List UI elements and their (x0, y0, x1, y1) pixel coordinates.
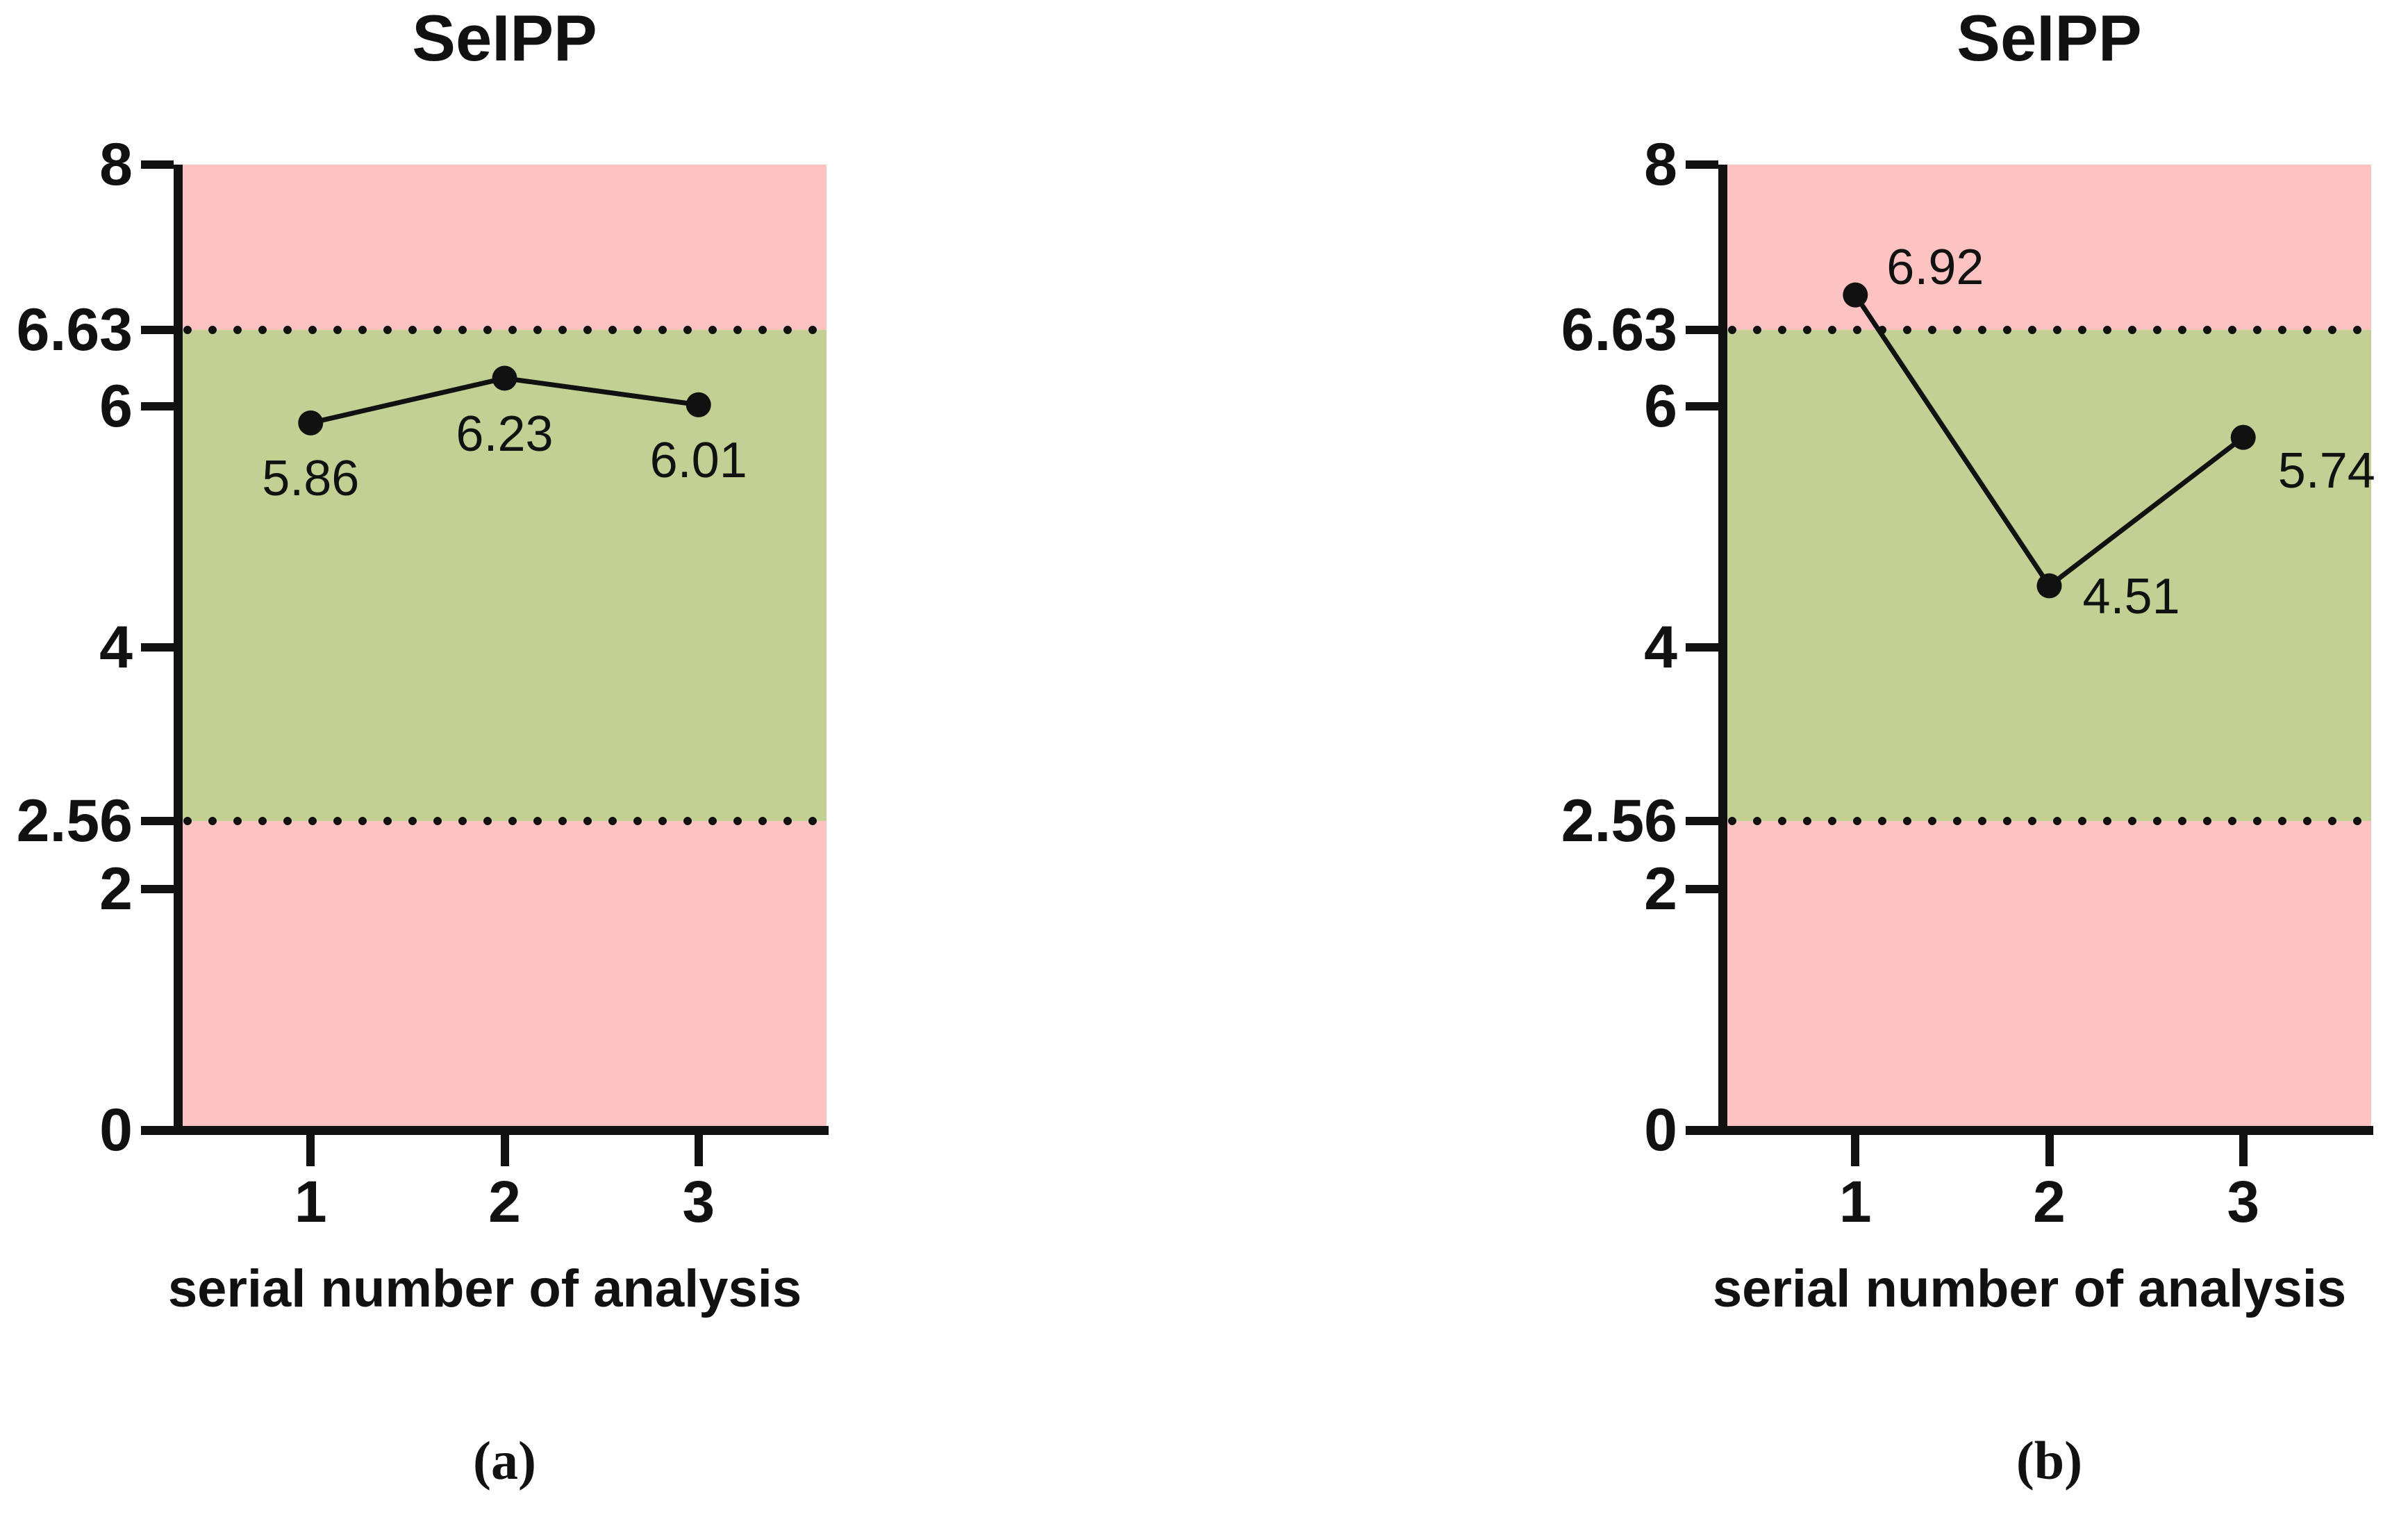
y-tick-label: 2.56 (16, 788, 133, 855)
x-tick-label: 3 (682, 1169, 715, 1234)
x-tick (694, 1135, 703, 1166)
y-tick (141, 160, 174, 169)
data-point-label: 5.86 (262, 450, 360, 506)
lower-control-limit-dotted-line (1727, 816, 2371, 827)
data-point-marker (298, 410, 324, 436)
data-polyline (1853, 293, 2245, 590)
panel-a: SeIPP 5.86 6.23 6.01 serial number of anal… (0, 0, 863, 1517)
lower-out-of-range-band (183, 821, 827, 1130)
y-tick-label: 2 (1644, 855, 1677, 922)
y-tick (1686, 1126, 1718, 1134)
lower-out-of-range-band (1727, 821, 2371, 1130)
data-point-marker (1843, 282, 1868, 308)
data-point-label: 4.51 (2082, 569, 2180, 625)
x-tick-label: 1 (294, 1169, 327, 1234)
x-tick (2045, 1135, 2054, 1166)
y-tick-label: 0 (99, 1097, 133, 1163)
y-tick-label: 6.63 (1561, 297, 1677, 364)
x-axis-title: serial number of analysis (1712, 1259, 2347, 1318)
y-tick (141, 884, 174, 893)
x-axis-line (141, 1126, 829, 1135)
y-axis-line (174, 165, 183, 1135)
y-tick (1686, 884, 1718, 893)
panel-b: SeIPP 6.92 4.51 5.74 serial number of anal… (1545, 0, 2408, 1517)
data-point-marker (2230, 424, 2256, 450)
x-tick-label: 3 (2227, 1169, 2260, 1234)
x-tick (306, 1135, 315, 1166)
y-tick (1686, 817, 1718, 826)
y-tick-label: 8 (99, 131, 133, 198)
y-tick-label: 0 (1644, 1097, 1677, 1163)
upper-out-of-range-band (183, 165, 827, 331)
y-tick (1686, 160, 1718, 169)
upper-control-limit-dotted-line (183, 325, 827, 335)
y-tick (141, 326, 174, 335)
x-axis-line (1686, 1126, 2373, 1135)
data-series (1843, 282, 2256, 599)
data-point-marker (492, 365, 517, 391)
y-tick-label: 4 (1644, 614, 1677, 681)
x-tick (500, 1135, 509, 1166)
y-axis-line (1718, 165, 1727, 1135)
x-tick-label: 2 (488, 1169, 521, 1234)
data-point-label: 6.23 (456, 406, 554, 462)
data-point-label: 6.01 (649, 432, 747, 488)
upper-control-limit-dotted-line (1727, 325, 2371, 335)
y-tick (141, 1126, 174, 1134)
plot-area: 5.86 6.23 6.01 (183, 165, 827, 1130)
data-point-label: 5.74 (2277, 442, 2375, 499)
y-tick (1686, 326, 1718, 335)
y-tick (141, 643, 174, 652)
x-tick-label: 2 (2033, 1169, 2066, 1234)
panel-caption: (b) (2016, 1430, 2083, 1491)
y-tick-label: 4 (99, 614, 133, 681)
data-point-marker (2036, 573, 2062, 599)
x-tick (1851, 1135, 1860, 1166)
y-tick-label: 2.56 (1561, 788, 1677, 855)
y-tick-label: 6.63 (16, 297, 133, 364)
data-point-marker (686, 392, 711, 417)
x-tick (2239, 1135, 2248, 1166)
data-point-label: 6.92 (1886, 239, 1984, 295)
y-tick (1686, 643, 1718, 652)
x-axis-title: serial number of analysis (167, 1259, 802, 1318)
y-tick-label: 6 (99, 372, 133, 440)
lower-control-limit-dotted-line (183, 816, 827, 827)
data-series (298, 365, 711, 436)
plot-area: 6.92 4.51 5.74 (1727, 165, 2375, 1130)
chart-title: SeIPP (1957, 1, 2142, 74)
y-tick (1686, 401, 1718, 411)
x-tick-label: 1 (1838, 1169, 1872, 1234)
upper-out-of-range-band (1727, 165, 2371, 331)
in-range-band (183, 330, 827, 822)
y-tick (141, 817, 174, 826)
y-tick (141, 401, 174, 411)
y-tick-label: 2 (99, 855, 133, 922)
y-tick-label: 8 (1644, 131, 1677, 198)
y-tick-label: 6 (1644, 372, 1677, 440)
panel-caption: (a) (473, 1430, 536, 1491)
chart-title: SeIPP (412, 1, 597, 74)
